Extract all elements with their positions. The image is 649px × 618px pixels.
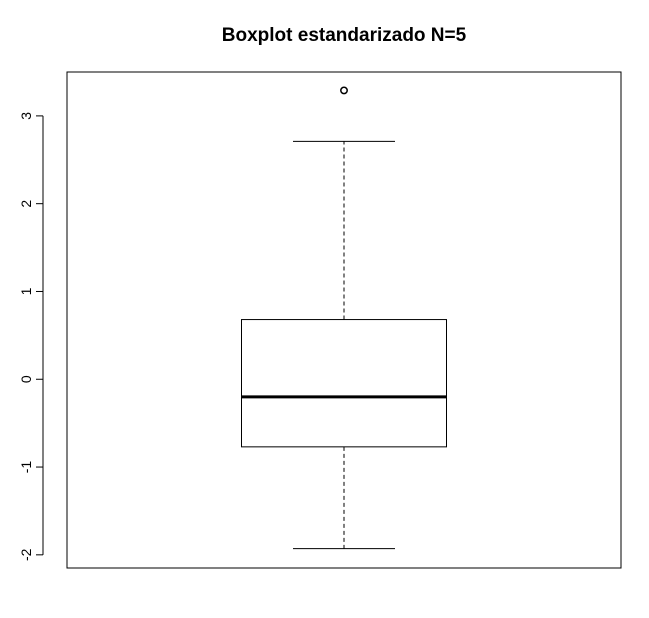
interquartile-box xyxy=(241,319,447,448)
outlier-point xyxy=(340,86,348,95)
y-tick-label: 1 xyxy=(18,287,34,295)
y-axis: -2 -1 0 1 2 3 xyxy=(18,112,43,561)
plot-frame xyxy=(66,71,622,569)
boxplot-series xyxy=(241,86,447,550)
y-tick-label: 3 xyxy=(18,112,34,120)
y-tick-label: 2 xyxy=(18,200,34,208)
y-tick-label: -1 xyxy=(18,461,34,474)
chart-title: Boxplot estandarizado N=5 xyxy=(222,25,467,46)
y-tick-label: 0 xyxy=(18,375,34,383)
y-tick-label: -2 xyxy=(18,548,34,561)
